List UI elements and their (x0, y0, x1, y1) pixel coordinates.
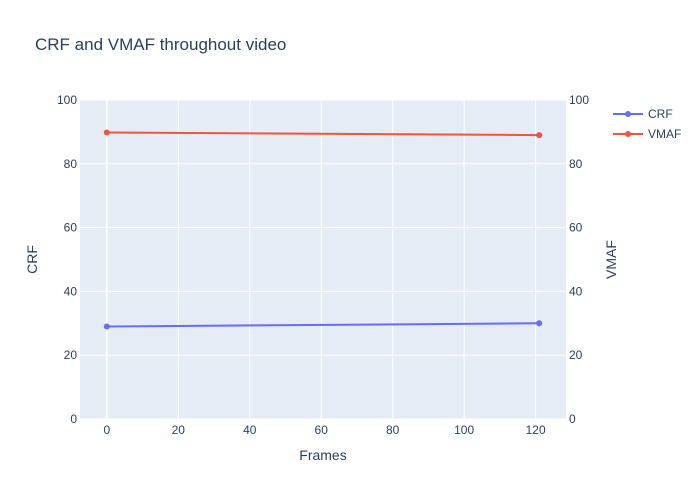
chart-title: CRF and VMAF throughout video (35, 35, 286, 54)
plot-area (80, 100, 566, 419)
x-tick-label: 120 (526, 423, 546, 437)
legend-marker (625, 131, 631, 137)
x-tick-label: 0 (103, 423, 110, 437)
legend-item-vmaf[interactable]: VMAF (613, 127, 681, 141)
y2-tick-label: 0 (569, 412, 576, 426)
legend-marker (625, 111, 631, 117)
ticks: 0 0 20 20 40 40 60 60 80 80 100 100 0 20 40 60 80 100 120 (57, 93, 589, 437)
legend-label: VMAF (648, 127, 681, 141)
y2-tick-label: 20 (569, 348, 583, 362)
legend-label: CRF (648, 107, 673, 121)
data-point-vmaf[interactable] (103, 129, 110, 136)
y-tick-label: 40 (64, 284, 78, 298)
y2-tick-label: 60 (569, 221, 583, 235)
series-line-vmaf[interactable] (106, 131, 540, 137)
x-axis-title: Frames (299, 447, 346, 463)
y-tick-label: 100 (57, 93, 77, 107)
x-tick-label: 40 (243, 423, 257, 437)
data-point-crf[interactable] (103, 323, 110, 330)
x-tick-label: 20 (172, 423, 186, 437)
x-tick-label: 60 (315, 423, 329, 437)
y2-tick-label: 80 (569, 157, 583, 171)
y-tick-label: 80 (64, 157, 78, 171)
series-layer (103, 129, 543, 330)
grid (80, 99, 566, 420)
y2-tick-label: 100 (569, 93, 589, 107)
x-tick-label: 100 (454, 423, 474, 437)
legend-item-crf[interactable]: CRF (613, 107, 673, 121)
data-point-crf[interactable] (536, 320, 543, 327)
y2-axis-title: VMAF (603, 240, 619, 279)
series-line-crf[interactable] (106, 322, 540, 328)
x-tick-label: 80 (386, 423, 400, 437)
y-tick-label: 20 (64, 348, 78, 362)
y2-tick-label: 40 (569, 284, 583, 298)
legend[interactable]: CRF VMAF (613, 107, 681, 141)
y-tick-label: 60 (64, 221, 78, 235)
y-axis-title: CRF (24, 245, 40, 274)
data-point-vmaf[interactable] (536, 132, 543, 139)
y-tick-label: 0 (70, 412, 77, 426)
